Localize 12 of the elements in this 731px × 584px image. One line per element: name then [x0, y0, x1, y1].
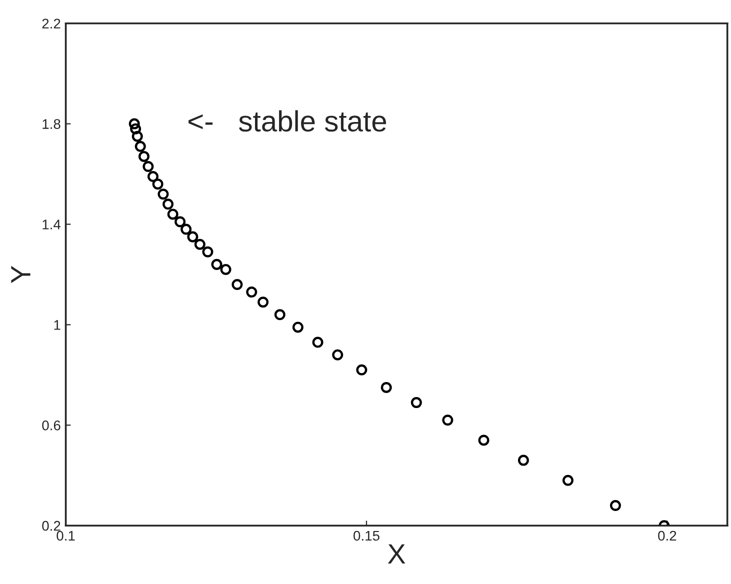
x-axis-title: X [388, 544, 406, 564]
y-tick-label: 0.6 [42, 420, 60, 430]
x-tick-label: 0.1 [56, 530, 75, 541]
y-tick-label: 1.4 [42, 220, 61, 230]
x-tick-label: 0.2 [658, 530, 676, 541]
x-tick-label: 0.15 [354, 530, 380, 541]
annotation: <- stable state [188, 110, 386, 132]
y-tick-label: 2.2 [42, 18, 60, 28]
y-axis-title: Y [11, 266, 30, 284]
y-tick-label: 0.2 [42, 520, 60, 531]
y-tick-label: 1.8 [42, 119, 60, 129]
y-tick-label: 1 [54, 320, 60, 330]
